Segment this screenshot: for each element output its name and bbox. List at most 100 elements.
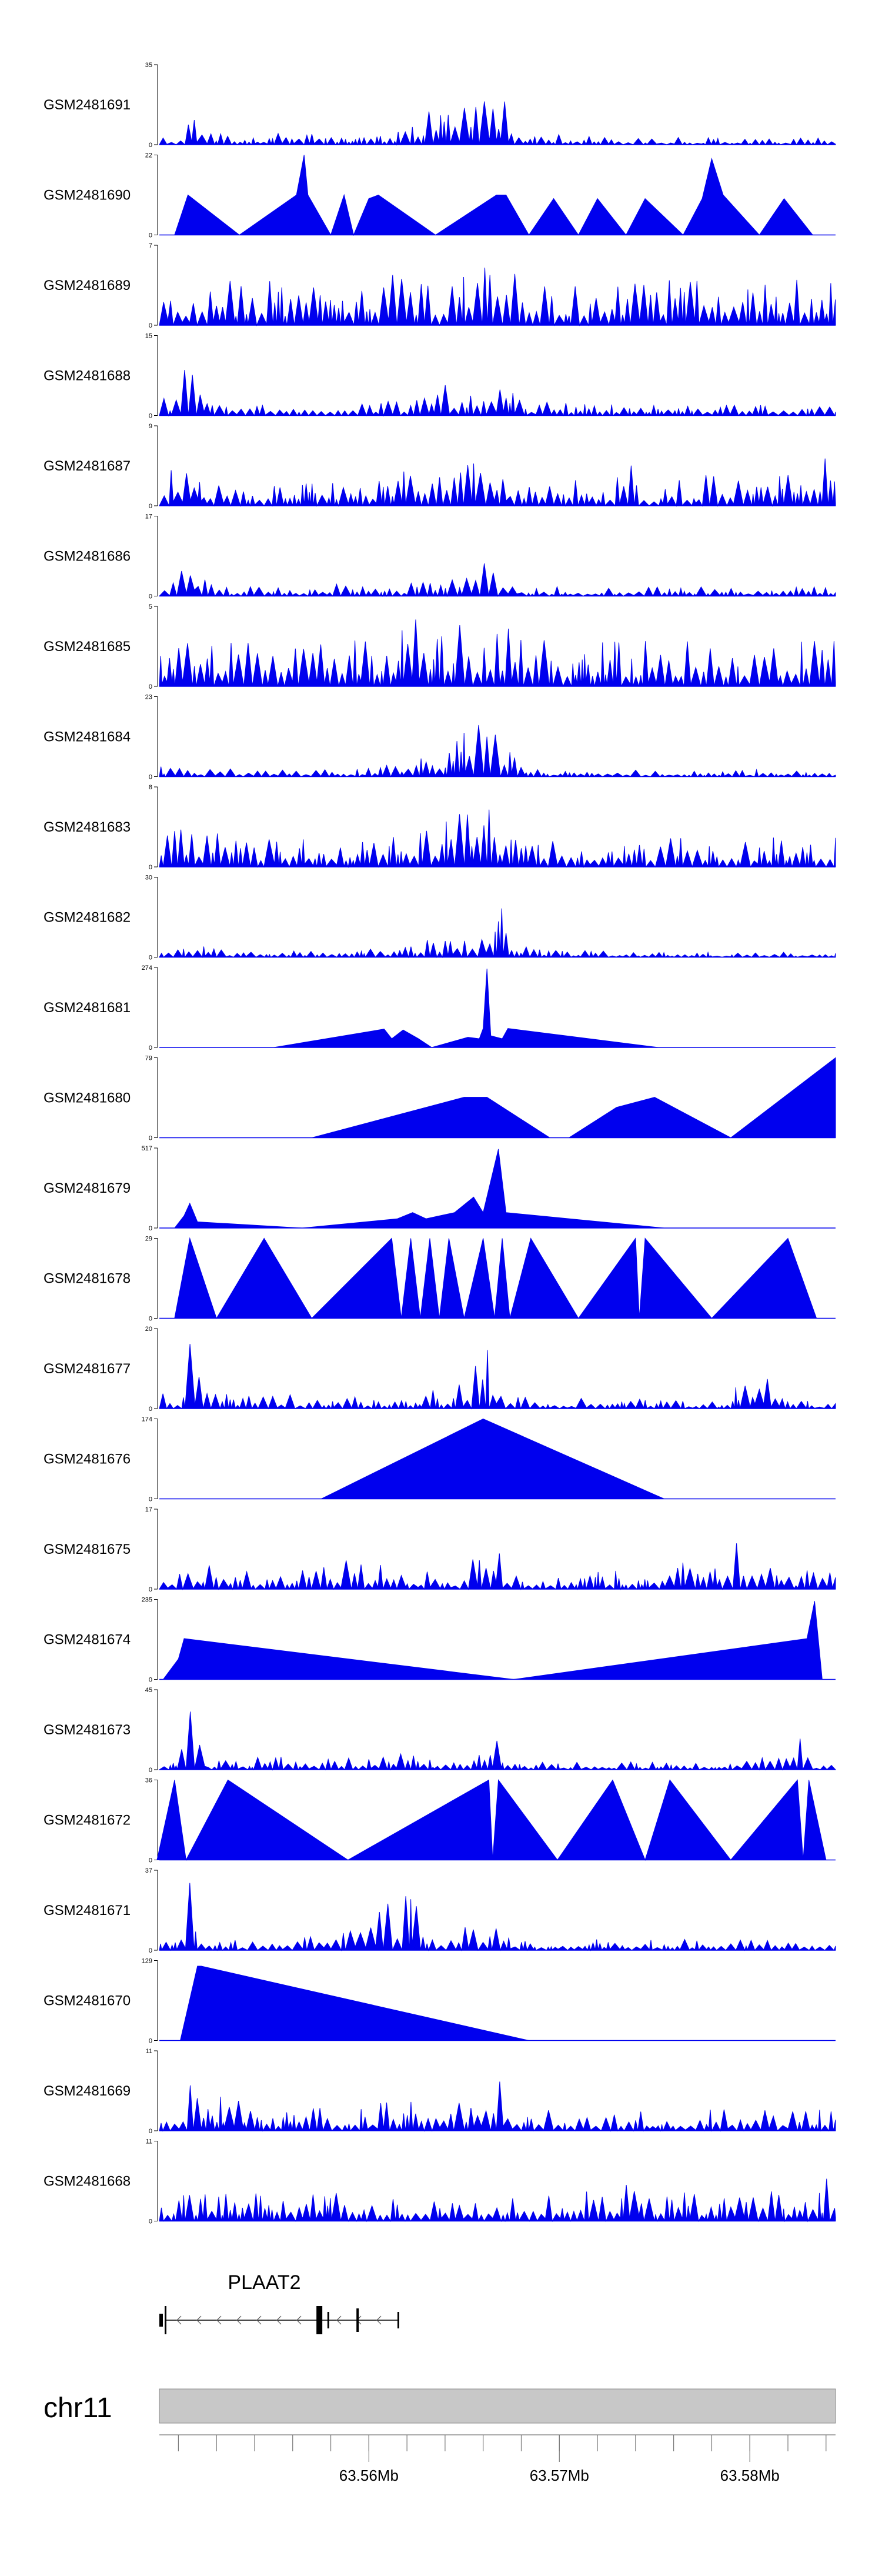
gene-exon: [356, 2308, 359, 2332]
y-tick-label-max: 11: [146, 2048, 152, 2055]
y-tick-label-max: 36: [145, 1777, 152, 1784]
y-tick-label-zero: 0: [149, 322, 152, 329]
y-tick-label-zero: 0: [149, 1857, 152, 1864]
track-label: GSM2481685: [44, 639, 131, 655]
ideogram-bar: [159, 2388, 836, 2424]
track-label: GSM2481680: [44, 1090, 131, 1106]
track-GSM2481677: GSM2481677 20 0: [44, 1326, 836, 1413]
strand-arrow: [216, 2315, 222, 2325]
track-label: GSM2481691: [44, 97, 131, 113]
gene-exon: [397, 2312, 399, 2328]
track-GSM2481678: GSM2481678 29 0: [44, 1236, 836, 1323]
y-tick-label-zero: 0: [149, 1767, 152, 1774]
signal-area: [158, 563, 836, 598]
track-GSM2481676: GSM2481676 174 0: [44, 1416, 836, 1503]
track-GSM2481673: GSM2481673 45 0: [44, 1687, 837, 1774]
track-GSM2481686: GSM2481686 17 0: [44, 513, 836, 600]
track-GSM2481690: GSM2481690 22 0: [44, 152, 836, 239]
signal-area: [156, 1779, 827, 1861]
y-tick-label-max: 5: [149, 603, 152, 610]
y-tick-label-max: 37: [145, 1867, 152, 1874]
y-tick-label-zero: 0: [149, 1045, 152, 1052]
signal-area: [159, 1344, 836, 1410]
y-tick-label-max: 7: [149, 242, 152, 249]
strand-arrow: [376, 2315, 382, 2325]
signal-area: [179, 1966, 529, 2041]
signal-area: [321, 1418, 664, 1499]
track-label: GSM2481669: [44, 2083, 131, 2099]
gene-exon: [165, 2306, 166, 2334]
track-GSM2481684: GSM2481684 23 0: [44, 694, 836, 781]
y-tick-label-zero: 0: [149, 2128, 152, 2135]
track-GSM2481689: GSM2481689 7 0: [44, 242, 836, 329]
y-tick-label-zero: 0: [149, 2038, 152, 2045]
track-label: GSM2481670: [44, 1993, 131, 2009]
gene-exon: [327, 2312, 329, 2328]
genome-axis-track: chr11 63.56Mb 63.57Mb 63.58Mb: [44, 2388, 836, 2484]
y-tick-label-zero: 0: [149, 232, 152, 239]
track-label: GSM2481673: [44, 1722, 131, 1738]
strand-arrow: [176, 2315, 182, 2325]
track-GSM2481670: GSM2481670 129 0: [44, 1958, 836, 2045]
signal-area: [159, 2178, 836, 2223]
signal-area: [162, 1601, 823, 1680]
y-tick-label-max: 235: [142, 1597, 152, 1604]
track-GSM2481688: GSM2481688 15 0: [44, 333, 836, 420]
data-tracks: GSM2481691350GSM2481690220GSM248168970GS…: [44, 62, 837, 2225]
y-tick-label-max: 17: [145, 1506, 152, 1513]
track-GSM2481681: GSM2481681 274 0: [44, 965, 836, 1052]
y-tick-label-zero: 0: [149, 774, 152, 781]
strand-arrow: [256, 2315, 262, 2325]
signal-area: [273, 968, 659, 1048]
strand-arrow: [296, 2315, 302, 2325]
track-GSM2481674: GSM2481674 235 0: [44, 1597, 836, 1684]
track-label: GSM2481674: [44, 1632, 131, 1648]
track-GSM2481685: GSM2481685 5 0: [44, 603, 836, 690]
y-tick-label-zero: 0: [149, 1947, 152, 1954]
track-GSM2481669: GSM2481669 11 0: [44, 2048, 836, 2135]
y-tick-label-zero: 0: [149, 864, 152, 871]
signal-area: [158, 1711, 837, 1771]
gene-exon: [159, 2314, 163, 2327]
y-tick-label-max: 20: [145, 1326, 152, 1333]
track-label: GSM2481678: [44, 1271, 131, 1287]
y-tick-label-zero: 0: [149, 1677, 152, 1684]
track-GSM2481683: GSM2481683 8 0: [44, 784, 836, 871]
signal-area: [159, 101, 836, 146]
signal-area: [159, 619, 836, 688]
signal-area: [159, 1543, 836, 1590]
signal-area: [174, 1237, 817, 1319]
track-GSM2481679: GSM2481679 517 0: [44, 1145, 836, 1232]
track-GSM2481672: GSM2481672 36 0: [44, 1777, 836, 1864]
y-tick-label-max: 274: [142, 965, 152, 972]
signal-area: [159, 369, 836, 417]
track-label: GSM2481675: [44, 1541, 131, 1557]
y-tick-label-zero: 0: [149, 1496, 152, 1503]
y-tick-label-zero: 0: [149, 2218, 152, 2225]
track-GSM2481691: GSM2481691 35 0: [44, 62, 836, 149]
y-tick-label-zero: 0: [149, 1406, 152, 1413]
track-label: GSM2481672: [44, 1813, 131, 1828]
y-tick-label-max: 174: [142, 1416, 152, 1423]
signal-area: [159, 725, 836, 778]
track-GSM2481668: GSM2481668 11 0: [44, 2138, 836, 2225]
signal-area: [174, 155, 814, 236]
genome-axis-tick-label: 63.58Mb: [720, 2467, 780, 2484]
y-tick-label-zero: 0: [149, 1225, 152, 1232]
y-tick-label-zero: 0: [149, 955, 152, 962]
y-tick-label-max: 23: [145, 694, 152, 701]
y-tick-label-max: 30: [145, 875, 152, 882]
chromosome-label: chr11: [44, 2393, 112, 2424]
signal-area: [159, 908, 836, 959]
track-GSM2481680: GSM2481680 79 0: [44, 1055, 836, 1142]
genome-axis-tick-label: 63.56Mb: [339, 2467, 399, 2484]
y-tick-label-zero: 0: [149, 142, 152, 149]
signal-area: [159, 2081, 836, 2132]
gene-label: PLAAT2: [228, 2271, 300, 2294]
track-label: GSM2481689: [44, 278, 131, 293]
y-tick-label-max: 11: [146, 2138, 152, 2145]
y-tick-label-zero: 0: [149, 1586, 152, 1593]
track-label: GSM2481684: [44, 729, 131, 745]
y-tick-label-max: 129: [142, 1958, 152, 1965]
